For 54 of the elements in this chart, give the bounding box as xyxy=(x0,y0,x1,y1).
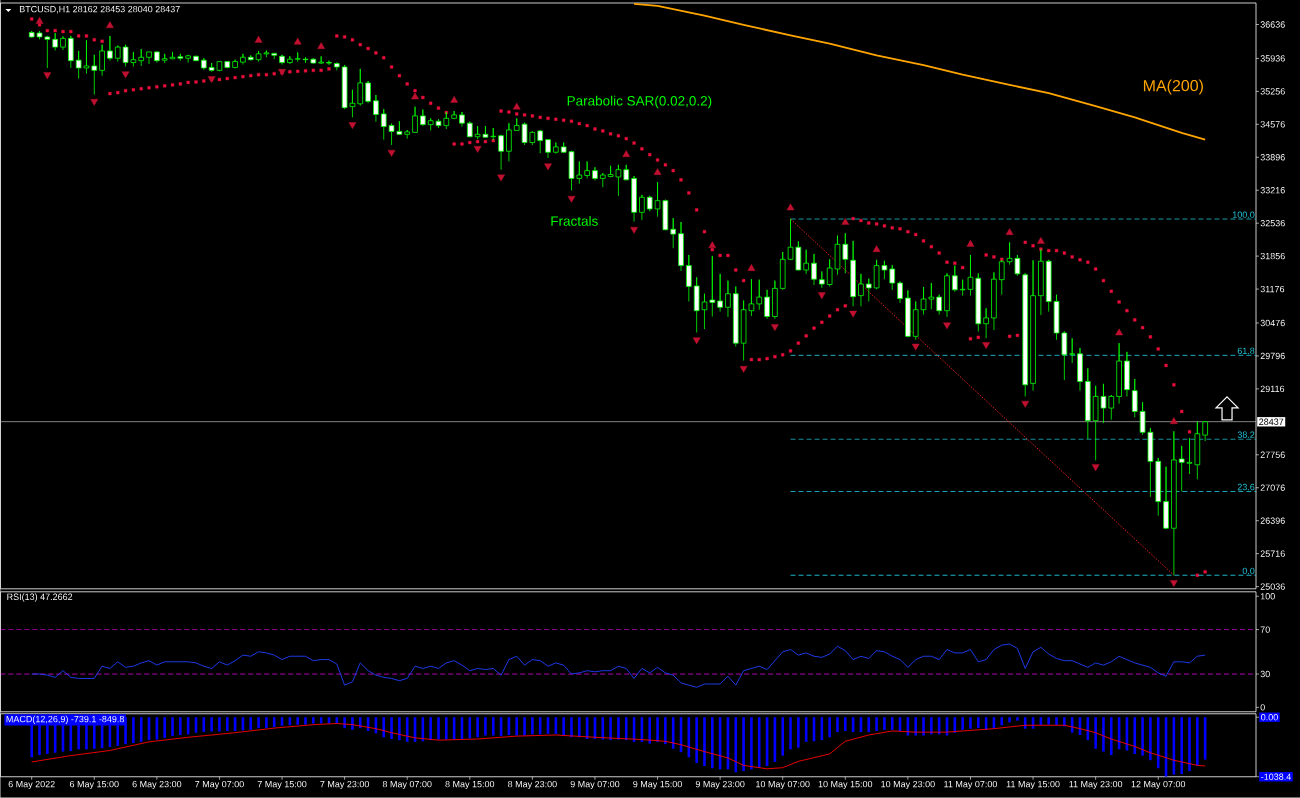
y-tick-label: 36636 xyxy=(1260,21,1285,28)
y-tick-label: 26396 xyxy=(1260,517,1285,524)
y-tick-label: 35936 xyxy=(1260,55,1285,62)
y-tick-label: 33896 xyxy=(1260,154,1285,161)
y-tick-label: 31176 xyxy=(1260,286,1285,293)
y-tick-label: 30 xyxy=(1260,670,1270,678)
y-tick-label: 27076 xyxy=(1260,484,1285,492)
x-tick-label: 6 May 2022 xyxy=(8,781,55,790)
y-tick-label: 35256 xyxy=(1260,88,1285,95)
x-tick-label: 10 May 23:00 xyxy=(881,781,935,790)
y-tick-label: 100 xyxy=(1260,593,1275,600)
y-tick-label: 33216 xyxy=(1260,187,1285,194)
y-tick-label: 29796 xyxy=(1260,352,1285,360)
x-tick-label: 9 May 23:00 xyxy=(695,781,745,790)
y-tick-label: 0 xyxy=(1260,704,1265,711)
y-tick-label: 32536 xyxy=(1260,220,1285,227)
y-tick-label: 0.00 xyxy=(1261,714,1278,721)
series-label: 38.2 xyxy=(1237,431,1255,439)
y-tick-label: 70 xyxy=(1260,626,1270,633)
ref-line-label: 28437 xyxy=(1259,418,1284,426)
y-tick-label: 29116 xyxy=(1260,385,1285,393)
x-tick-label: 8 May 07:00 xyxy=(382,781,432,790)
series-label: 0.0 xyxy=(1242,567,1255,575)
y-tick-label: 30476 xyxy=(1260,319,1285,327)
x-tick-label: 7 May 23:00 xyxy=(320,781,370,790)
x-tick-label: 10 May 07:00 xyxy=(756,781,810,790)
y-tick-label: 25716 xyxy=(1260,550,1285,557)
series-label: 61.8 xyxy=(1237,347,1255,355)
x-tick-label: 10 May 15:00 xyxy=(818,781,873,790)
y-tick-label: -1038.4 xyxy=(1261,773,1291,781)
series-label: 23.6 xyxy=(1237,483,1255,491)
x-tick-label: 8 May 23:00 xyxy=(508,781,557,790)
series-label: Parabolic SAR(0.02,0.2) xyxy=(567,95,712,109)
y-tick-label: 34576 xyxy=(1260,121,1285,128)
x-tick-label: 11 May 23:00 xyxy=(1069,781,1123,790)
y-tick-label: 27756 xyxy=(1260,451,1285,459)
y-tick-label: 25036 xyxy=(1260,583,1285,590)
chart-title: RSI(13) 47.2662 xyxy=(7,593,73,602)
x-tick-label: 9 May 15:00 xyxy=(633,781,682,790)
x-tick-label: 7 May 15:00 xyxy=(257,781,307,790)
series-label: 100.0 xyxy=(1232,211,1255,219)
x-tick-label: 8 May 15:00 xyxy=(445,781,495,790)
series-label: Fractals xyxy=(551,216,598,226)
x-tick-label: 7 May 07:00 xyxy=(195,781,244,790)
x-tick-label: 6 May 15:00 xyxy=(69,781,119,790)
y-tick-label: 31856 xyxy=(1260,253,1285,260)
series-label: MA(200) xyxy=(1143,79,1203,95)
x-tick-label: 9 May 07:00 xyxy=(570,781,620,790)
chart-title: MACD(12,26,9) -739.1 -849.8 xyxy=(6,715,124,725)
x-tick-label: 11 May 07:00 xyxy=(944,781,998,790)
x-tick-label: 12 May 07:00 xyxy=(1131,781,1186,790)
chart-title: BTCUSD,H1 28162 28453 28040 28437 xyxy=(19,6,180,14)
x-tick-label: 6 May 23:00 xyxy=(132,781,182,790)
x-tick-label: 11 May 15:00 xyxy=(1006,781,1060,790)
